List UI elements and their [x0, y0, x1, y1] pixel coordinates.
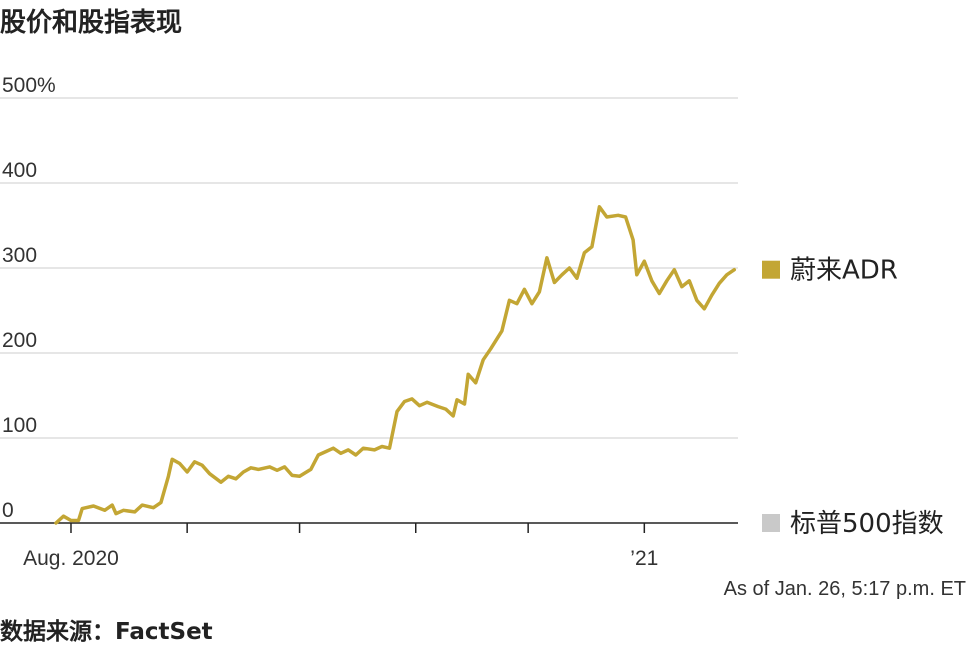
gridlines [0, 97, 738, 439]
source-note: 数据来源：FactSet [0, 619, 213, 645]
series-lines [54, 205, 737, 525]
legend-swatch [762, 514, 780, 532]
legend-label: 标普500指数 [790, 509, 944, 539]
x-tick-label: ’21 [630, 547, 658, 570]
y-tick-label: 0 [2, 499, 14, 522]
series-line [54, 205, 737, 525]
y-tick-label: 500% [2, 74, 56, 97]
y-axis-tick-labels: 0 100 200 300 400 500% [2, 74, 56, 522]
y-tick-label: 100 [2, 414, 37, 437]
x-axis: Aug. 2020 ’21 [0, 522, 738, 570]
legend-label: 蔚来ADR [790, 256, 898, 286]
legend-swatch [762, 260, 780, 279]
y-tick-label: 400 [2, 159, 37, 182]
x-tick-label: Aug. 2020 [23, 547, 119, 570]
legend: 蔚来ADR 标普500指数 [762, 256, 944, 539]
chart-title: 股价和股指表现 [0, 8, 183, 38]
y-tick-label: 300 [2, 244, 37, 267]
y-tick-label: 200 [2, 329, 37, 352]
as-of-timestamp: As of Jan. 26, 5:17 p.m. ET [723, 578, 966, 600]
